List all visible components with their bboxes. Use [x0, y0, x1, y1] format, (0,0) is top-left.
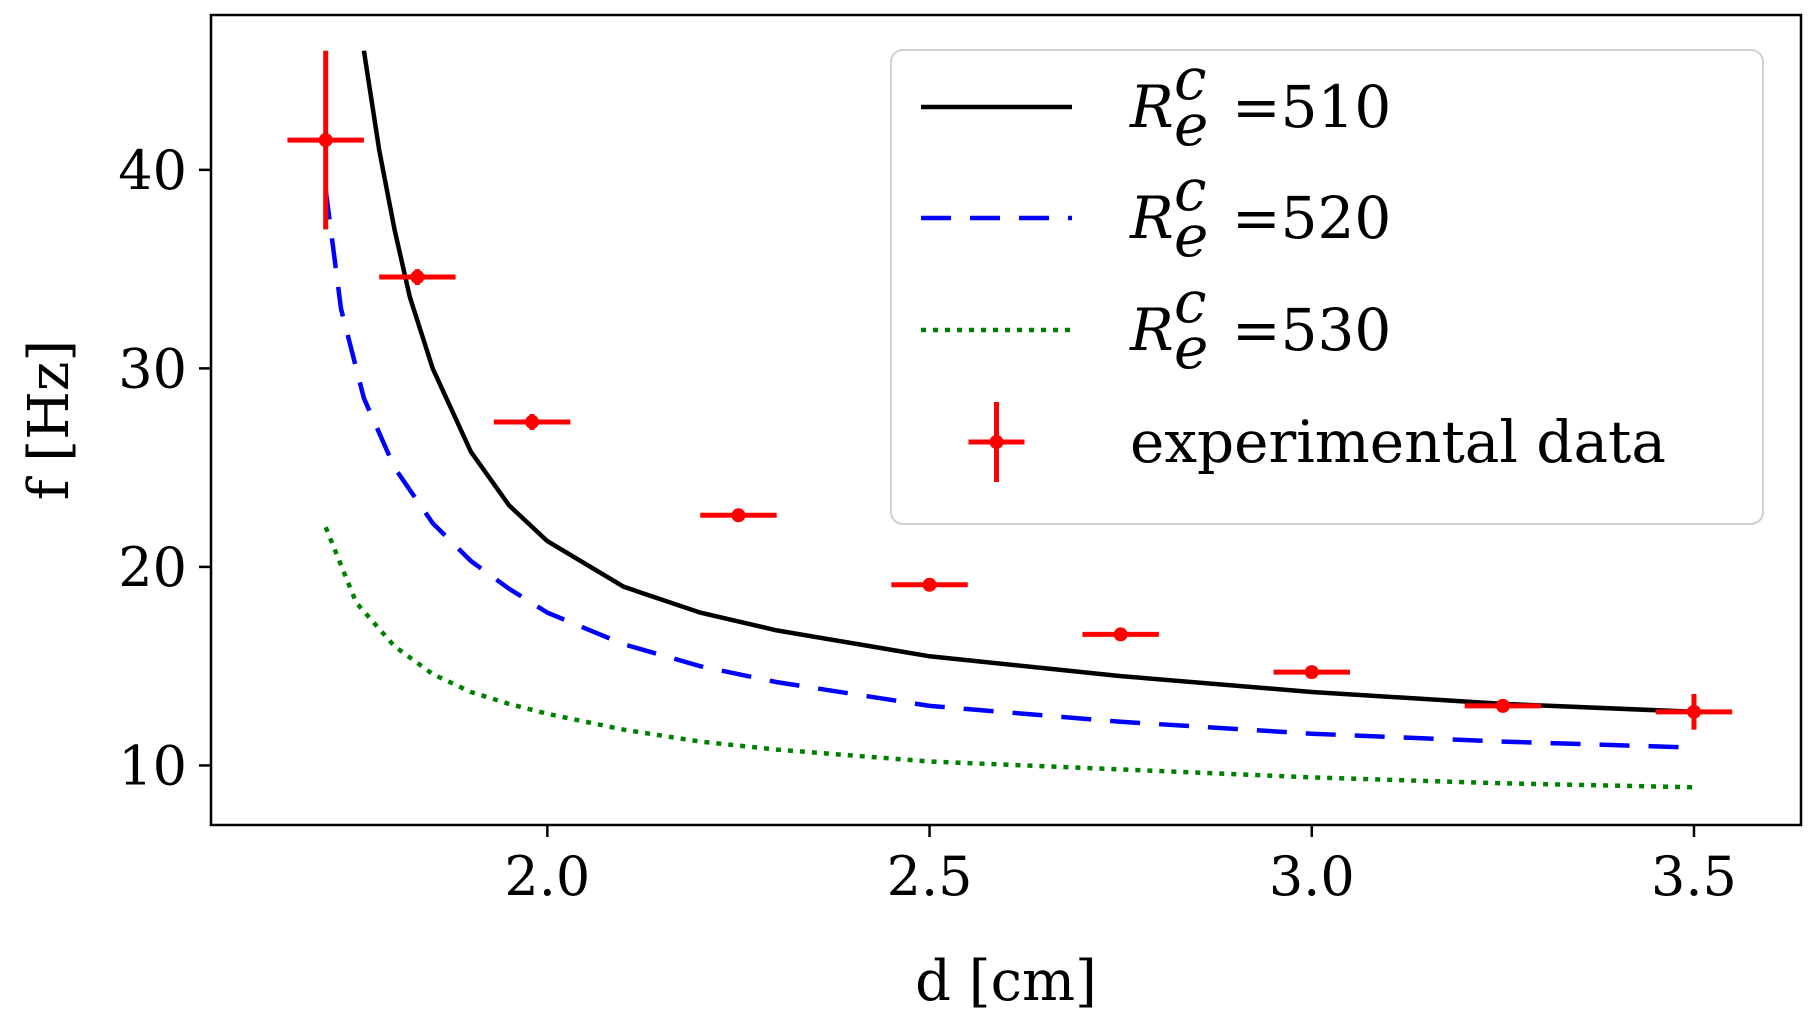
series-line-1: [361, 50, 1695, 715]
legend-item-4: experimental data: [968, 402, 1666, 482]
legend-value: =510: [1232, 73, 1391, 141]
legend-value: =520: [1232, 184, 1391, 252]
data-marker: [1304, 665, 1319, 680]
data-marker: [318, 133, 333, 148]
data-marker: [410, 270, 425, 285]
legend-value: =530: [1232, 296, 1391, 364]
y-tick-label: 20: [118, 536, 187, 599]
data-point-3: [493, 414, 571, 430]
legend-superscript: c: [1174, 45, 1206, 113]
legend-subscript: e: [1174, 314, 1208, 382]
data-point-6: [1082, 627, 1159, 642]
legend-symbol: R: [1129, 296, 1174, 364]
legend-superscript: c: [1174, 156, 1206, 224]
data-point-8: [1464, 698, 1542, 713]
legend-subscript: e: [1174, 202, 1208, 270]
legend-superscript: c: [1174, 268, 1206, 336]
series-line-3: [323, 526, 1695, 790]
data-point-1: [287, 50, 364, 230]
data-point-2: [379, 269, 456, 285]
plot-frame: [209, 13, 1803, 827]
data-marker: [1495, 698, 1510, 713]
x-tick-label: 2.0: [504, 845, 590, 908]
series-line-2: [323, 189, 1695, 750]
data-marker: [1686, 704, 1701, 719]
data-point-4: [700, 508, 777, 523]
legend-box: [890, 49, 1764, 525]
legend-label: experimental data: [1130, 408, 1666, 476]
axis-ticks: 2.0 2.5 3.0 3.5 10 20 30 40: [118, 139, 1737, 908]
data-point-5: [891, 577, 968, 592]
plot-marks: [287, 50, 1733, 790]
data-marker: [731, 508, 746, 523]
y-tick-label: 40: [118, 139, 187, 202]
x-axis-label: d [cm]: [915, 949, 1097, 1014]
y-axis-label: f [Hz]: [17, 340, 82, 501]
legend-symbol: R: [1129, 73, 1174, 141]
x-tick-label: 2.5: [887, 845, 973, 908]
data-point-9: [1655, 693, 1733, 730]
data-marker: [922, 577, 937, 592]
y-tick-label: 10: [118, 734, 187, 797]
y-tick-label: 30: [118, 337, 187, 400]
data-point-7: [1273, 665, 1350, 680]
x-tick-label: 3.5: [1651, 845, 1737, 908]
x-tick-label: 3.0: [1269, 845, 1355, 908]
legend-symbol: R: [1129, 184, 1174, 252]
legend-marker: [989, 435, 1004, 449]
data-marker: [1113, 627, 1128, 642]
legend-subscript: e: [1174, 91, 1208, 159]
data-marker: [525, 414, 540, 429]
